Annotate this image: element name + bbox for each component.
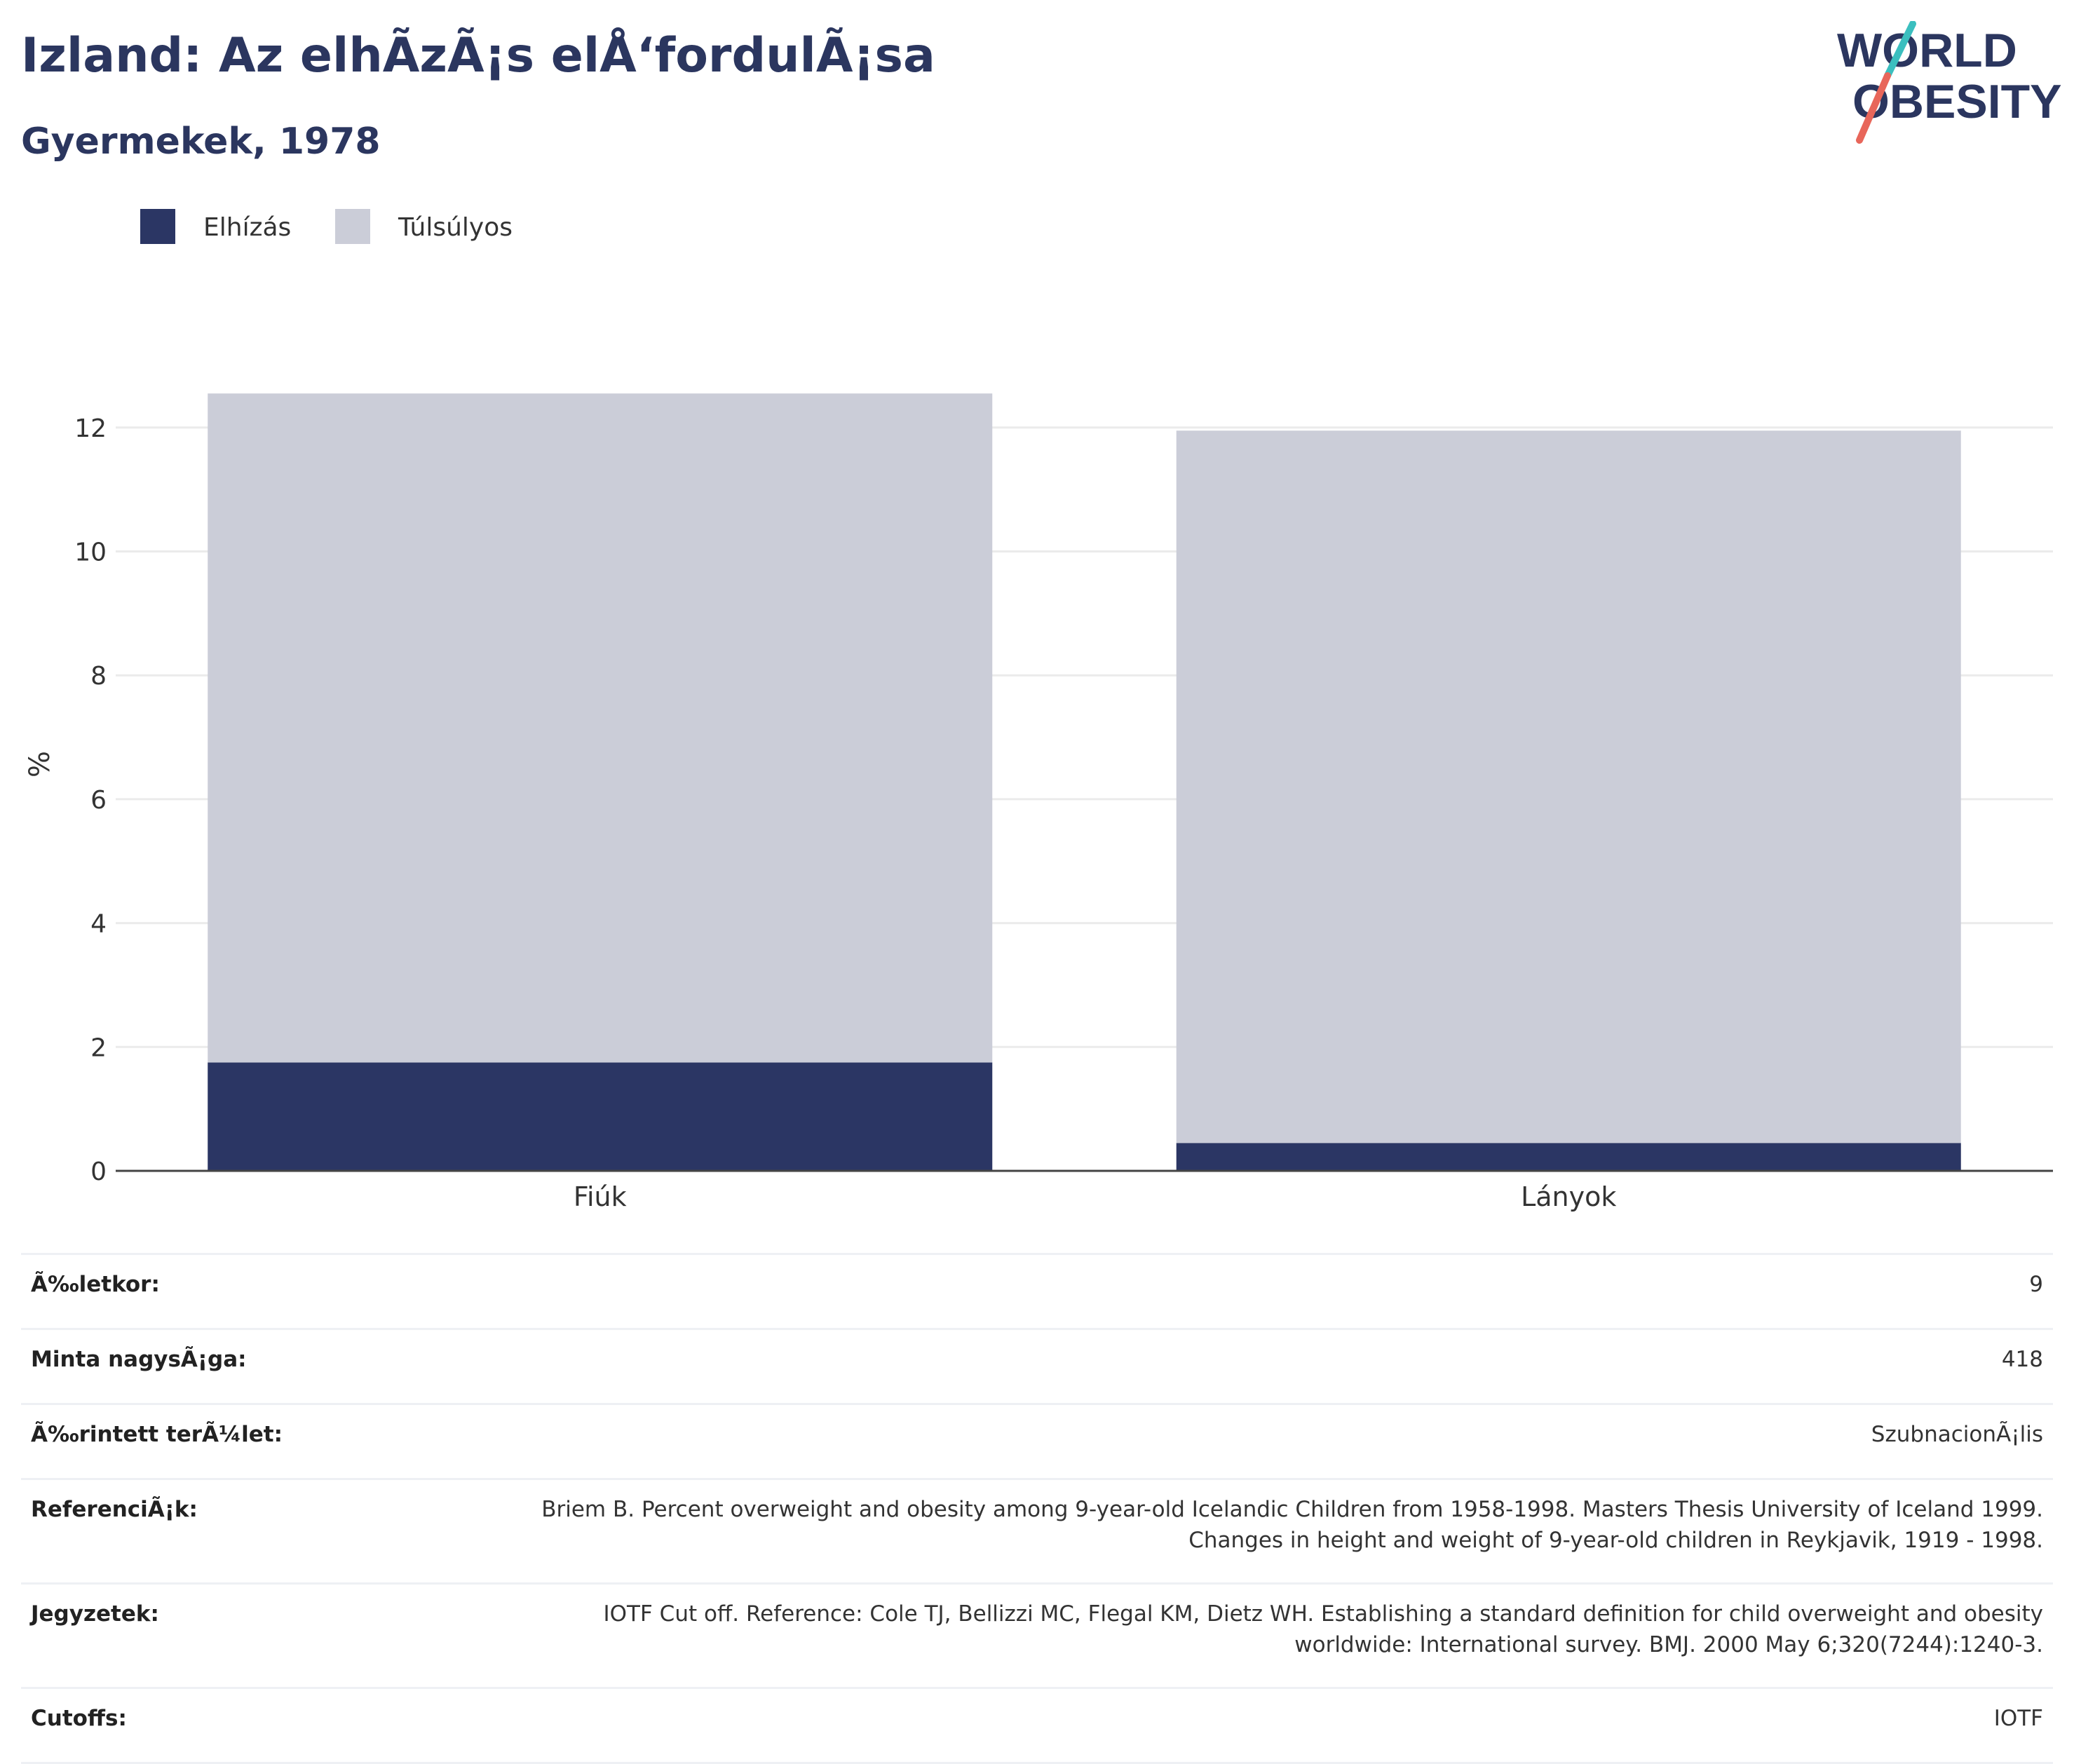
info-row-references: ReferenciÃ¡k: Briem B. Percent overweigh… bbox=[21, 1478, 2053, 1584]
legend-label-overweight: Túlsúlyos bbox=[398, 213, 513, 242]
y-axis-label: % bbox=[24, 751, 56, 778]
info-value: IOTF Cut off. Reference: Cole TJ, Belliz… bbox=[531, 1582, 2053, 1688]
info-key: Minta nagysÃ¡ga: bbox=[21, 1328, 531, 1404]
legend-label-obesity: Elhízás bbox=[203, 213, 292, 242]
page-title: Izland: Az elhÃzÃ¡s elÅ‘fordulÃ¡sa bbox=[21, 28, 935, 83]
info-key: Jegyzetek: bbox=[21, 1582, 531, 1688]
info-value: SzubnacionÃ¡lis bbox=[531, 1403, 2053, 1479]
info-row-cutoffs: Cutoffs: IOTF bbox=[21, 1687, 2053, 1764]
bar-chart: 0 2 4 6 8 10 12 Fiúk Lányok% bbox=[24, 393, 2053, 1212]
y-tick-label: 4 bbox=[90, 910, 107, 939]
info-value: 9 bbox=[531, 1253, 2053, 1329]
bar-segment bbox=[208, 1062, 993, 1171]
y-tick-label: 6 bbox=[90, 786, 107, 815]
logo-slash-bottom bbox=[1856, 72, 1891, 144]
info-value: IOTF bbox=[531, 1687, 2053, 1764]
legend-swatch-obesity bbox=[140, 209, 175, 244]
x-tick-label: Lányok bbox=[1521, 1181, 1616, 1212]
info-table: Ã‰letkor: 9 Minta nagysÃ¡ga: 418 Ã‰rinte… bbox=[21, 1253, 2053, 1764]
info-row-sample-size: Minta nagysÃ¡ga: 418 bbox=[21, 1328, 2053, 1404]
info-row-notes: Jegyzetek: IOTF Cut off. Reference: Cole… bbox=[21, 1582, 2053, 1688]
bar-segment bbox=[1176, 1143, 1961, 1171]
info-row-area: Ã‰rintett terÃ¼let: SzubnacionÃ¡lis bbox=[21, 1403, 2053, 1479]
info-value: Briem B. Percent overweight and obesity … bbox=[531, 1478, 2053, 1584]
y-tick-label: 0 bbox=[90, 1158, 107, 1186]
world-obesity-logo: WORLD OBESITY bbox=[1837, 21, 2061, 144]
logo-slash-top bbox=[1884, 21, 1916, 79]
info-key: ReferenciÃ¡k: bbox=[21, 1478, 531, 1584]
info-row-age: Ã‰letkor: 9 bbox=[21, 1253, 2053, 1329]
y-tick-label: 8 bbox=[90, 662, 107, 691]
logo-line-1: WORLD bbox=[1837, 24, 2017, 77]
legend-swatch-overweight bbox=[335, 209, 370, 244]
bar-segment bbox=[208, 393, 993, 1063]
page-subtitle: Gyermekek, 1978 bbox=[21, 121, 381, 163]
info-key: Ã‰letkor: bbox=[21, 1253, 531, 1329]
info-value: 418 bbox=[531, 1328, 2053, 1404]
info-key: Cutoffs: bbox=[21, 1687, 531, 1764]
x-tick-label: Fiúk bbox=[574, 1181, 627, 1212]
bar-segment bbox=[1176, 430, 1961, 1144]
info-key: Ã‰rintett terÃ¼let: bbox=[21, 1403, 531, 1479]
y-tick-label: 2 bbox=[90, 1033, 107, 1062]
y-tick-label: 10 bbox=[74, 538, 107, 567]
y-tick-label: 12 bbox=[74, 414, 107, 443]
